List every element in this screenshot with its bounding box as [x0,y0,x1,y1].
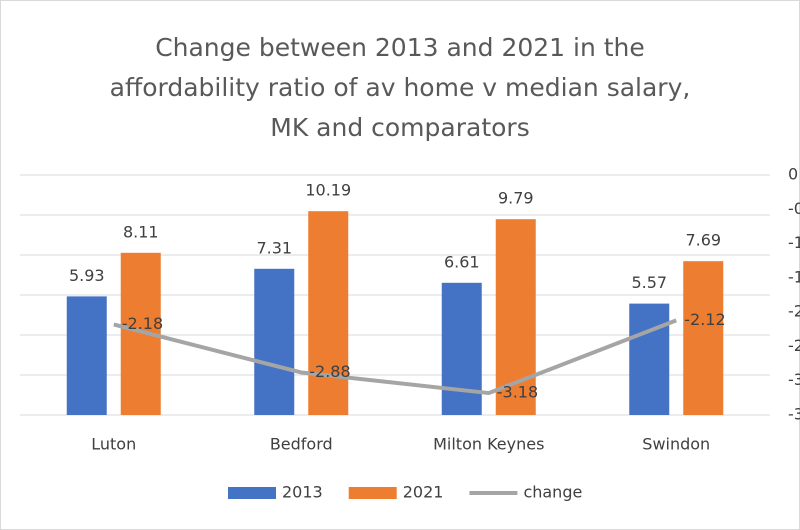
y2-tick-label: -0.5 [788,199,800,218]
data-label: -2.88 [309,362,350,381]
y2-tick-label: -1.5 [788,267,800,286]
data-label: 10.19 [305,181,351,200]
bar [683,261,724,415]
x-tick-label: Bedford [270,435,333,454]
y2-tick-label: -2 [788,302,800,321]
y2-tick-label: 0 [788,165,798,184]
data-label: 6.61 [444,252,480,271]
line [113,318,677,396]
y2-tick-label: -3.5 [788,405,800,424]
x-tick-label: Milton Keynes [433,435,544,454]
y2-tick-label: -2.5 [788,336,800,355]
data-label: 5.57 [631,273,667,292]
x-tick-label: Luton [91,435,136,454]
y2-tick-label: -1 [788,233,800,252]
legend-label: 2021 [403,483,444,502]
data-label: 8.11 [123,222,159,241]
legend-label: 2013 [282,483,323,502]
data-label: -2.18 [122,314,163,333]
x-tick-label: Swindon [642,435,710,454]
legend-label: change [523,483,582,502]
data-label: -2.12 [684,310,725,329]
bar [254,268,295,415]
data-label: 9.79 [498,189,534,208]
chart-title: Change between 2013 and 2021 in the affo… [109,33,691,142]
bar [441,282,482,415]
y2-tick-label: -3 [788,370,800,389]
data-label: -3.18 [497,383,538,402]
legend-swatch [348,487,397,499]
bar [308,211,349,415]
data-label: 5.93 [69,266,105,285]
bar [66,296,107,415]
bar [629,303,670,415]
data-label: 7.69 [685,231,721,250]
legend-swatch [228,487,276,499]
data-label: 7.31 [256,238,292,257]
